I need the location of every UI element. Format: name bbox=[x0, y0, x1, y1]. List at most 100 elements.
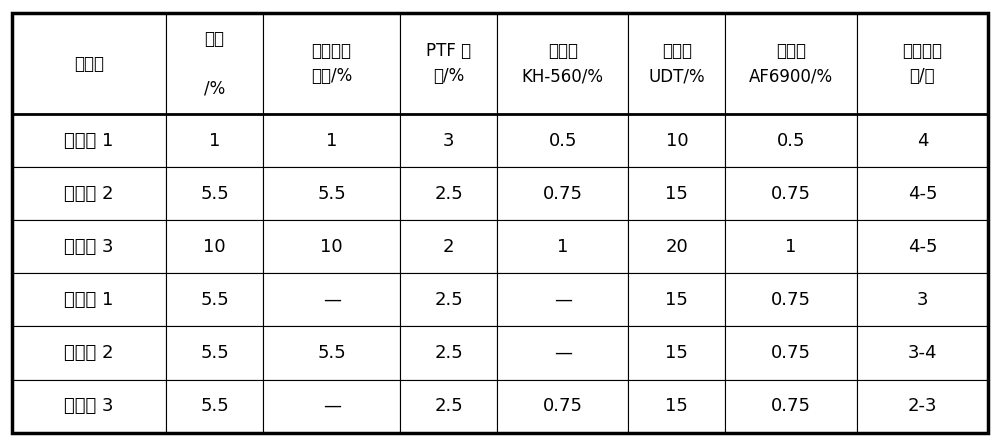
Text: PTF 糊
料/%: PTF 糊 料/% bbox=[426, 42, 471, 85]
Text: 对比例 3: 对比例 3 bbox=[64, 397, 114, 415]
Bar bbox=[628, 220, 725, 273]
Text: 0.75: 0.75 bbox=[543, 185, 583, 202]
Bar bbox=[400, 380, 497, 433]
Bar bbox=[166, 380, 263, 433]
Text: 1: 1 bbox=[557, 238, 568, 256]
Text: 交联剂
AF6900/%: 交联剂 AF6900/% bbox=[749, 42, 833, 85]
Text: 10: 10 bbox=[203, 238, 226, 256]
Text: 15: 15 bbox=[665, 397, 688, 415]
Text: 0.5: 0.5 bbox=[777, 132, 805, 149]
Text: 20: 20 bbox=[666, 238, 688, 256]
Bar bbox=[628, 114, 725, 167]
Text: 2.5: 2.5 bbox=[434, 397, 463, 415]
Bar bbox=[857, 167, 988, 220]
Bar bbox=[628, 273, 725, 326]
Text: 3: 3 bbox=[443, 132, 454, 149]
Bar bbox=[166, 167, 263, 220]
Text: 15: 15 bbox=[665, 185, 688, 202]
Bar bbox=[857, 220, 988, 273]
Bar bbox=[263, 273, 400, 326]
Bar bbox=[263, 13, 400, 114]
Text: 2.5: 2.5 bbox=[434, 344, 463, 362]
Bar bbox=[400, 220, 497, 273]
Bar bbox=[166, 220, 263, 273]
Bar bbox=[725, 273, 857, 326]
Bar bbox=[725, 13, 857, 114]
Text: 2-3: 2-3 bbox=[908, 397, 937, 415]
Text: 5.5: 5.5 bbox=[200, 185, 229, 202]
Text: 试验例: 试验例 bbox=[74, 55, 104, 73]
Bar bbox=[263, 220, 400, 273]
Text: 15: 15 bbox=[665, 344, 688, 362]
Bar bbox=[12, 220, 166, 273]
Bar bbox=[12, 326, 166, 380]
Bar bbox=[497, 326, 628, 380]
Bar bbox=[400, 13, 497, 114]
Bar bbox=[628, 326, 725, 380]
Text: 1: 1 bbox=[326, 132, 337, 149]
Bar bbox=[497, 13, 628, 114]
Bar bbox=[497, 114, 628, 167]
Text: 0.75: 0.75 bbox=[771, 291, 811, 309]
Text: 5.5: 5.5 bbox=[200, 344, 229, 362]
Text: 1: 1 bbox=[785, 238, 797, 256]
Bar bbox=[857, 326, 988, 380]
Text: 4-5: 4-5 bbox=[908, 238, 937, 256]
Text: 5.5: 5.5 bbox=[200, 291, 229, 309]
Bar bbox=[263, 380, 400, 433]
Bar bbox=[12, 380, 166, 433]
Bar bbox=[263, 326, 400, 380]
Text: 粘合剂
UDT/%: 粘合剂 UDT/% bbox=[649, 42, 705, 85]
Text: 1: 1 bbox=[209, 132, 220, 149]
Text: 4-5: 4-5 bbox=[908, 185, 937, 202]
Bar bbox=[166, 13, 263, 114]
Bar bbox=[12, 273, 166, 326]
Text: —: — bbox=[323, 397, 341, 415]
Bar bbox=[12, 167, 166, 220]
Text: 5.5: 5.5 bbox=[200, 397, 229, 415]
Bar bbox=[725, 167, 857, 220]
Text: 2.5: 2.5 bbox=[434, 185, 463, 202]
Bar bbox=[12, 114, 166, 167]
Bar bbox=[628, 13, 725, 114]
Text: 实施例 2: 实施例 2 bbox=[64, 185, 114, 202]
Text: 10: 10 bbox=[666, 132, 688, 149]
Text: 热真空牢
度/级: 热真空牢 度/级 bbox=[902, 42, 942, 85]
Text: 5.5: 5.5 bbox=[317, 344, 346, 362]
Bar bbox=[166, 326, 263, 380]
Bar bbox=[857, 114, 988, 167]
Text: 2: 2 bbox=[443, 238, 454, 256]
Bar bbox=[725, 114, 857, 167]
Text: 对比例 2: 对比例 2 bbox=[64, 344, 114, 362]
Bar bbox=[628, 167, 725, 220]
Bar bbox=[263, 167, 400, 220]
Text: 2.5: 2.5 bbox=[434, 291, 463, 309]
Bar bbox=[166, 273, 263, 326]
Bar bbox=[857, 380, 988, 433]
Bar bbox=[400, 167, 497, 220]
Text: 4: 4 bbox=[917, 132, 928, 149]
Text: 0.75: 0.75 bbox=[771, 185, 811, 202]
Text: 15: 15 bbox=[665, 291, 688, 309]
Text: 5.5: 5.5 bbox=[317, 185, 346, 202]
Text: 0.5: 0.5 bbox=[549, 132, 577, 149]
Bar bbox=[12, 13, 166, 114]
Text: 偶联剂
KH-560/%: 偶联剂 KH-560/% bbox=[522, 42, 604, 85]
Bar bbox=[628, 380, 725, 433]
Text: 实施例 1: 实施例 1 bbox=[64, 132, 114, 149]
Bar bbox=[857, 273, 988, 326]
Text: 羊毛纤维
粉体/%: 羊毛纤维 粉体/% bbox=[311, 42, 352, 85]
Text: —: — bbox=[554, 291, 572, 309]
Bar bbox=[400, 273, 497, 326]
Bar bbox=[497, 380, 628, 433]
Bar bbox=[497, 167, 628, 220]
Bar bbox=[263, 114, 400, 167]
Bar bbox=[857, 13, 988, 114]
Text: 3-4: 3-4 bbox=[908, 344, 937, 362]
Bar bbox=[725, 326, 857, 380]
Bar bbox=[725, 380, 857, 433]
Text: 对比例 1: 对比例 1 bbox=[64, 291, 114, 309]
Text: —: — bbox=[323, 291, 341, 309]
Bar bbox=[497, 273, 628, 326]
Bar bbox=[725, 220, 857, 273]
